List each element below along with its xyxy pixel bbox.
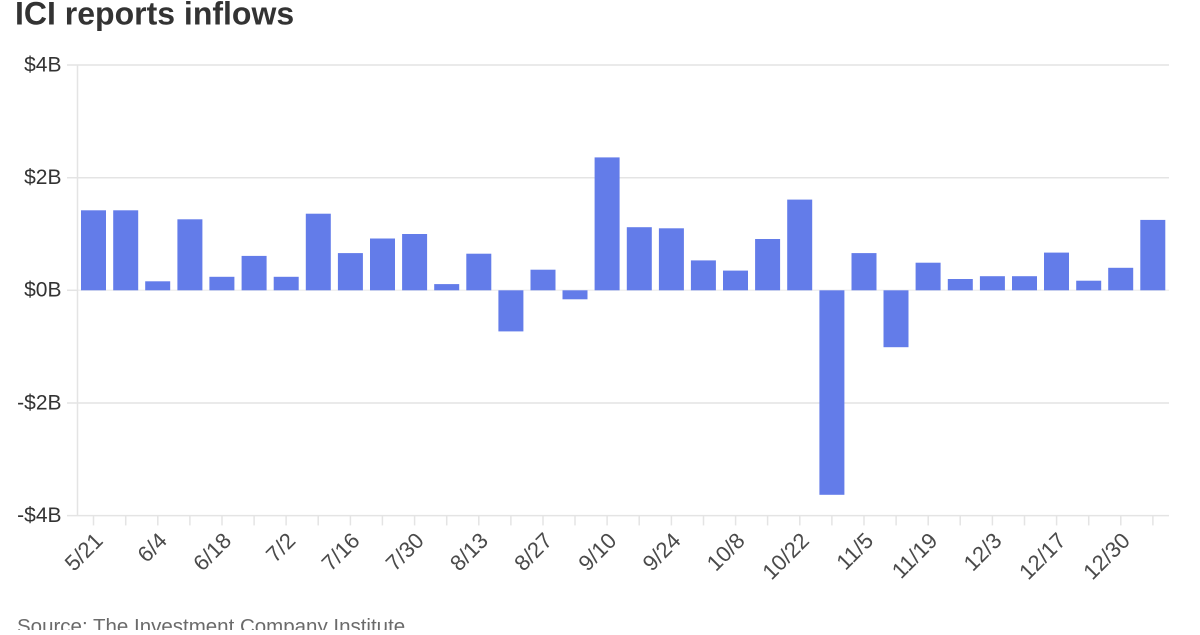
svg-text:ICI reports inflows: ICI reports inflows	[15, 0, 294, 32]
svg-text:-$2B: -$2B	[17, 391, 61, 414]
svg-text:-$4B: -$4B	[17, 504, 61, 527]
svg-text:Source: The Investment Company: Source: The Investment Company Institute	[17, 615, 405, 630]
svg-text:$2B: $2B	[24, 166, 61, 189]
svg-text:$0B: $0B	[24, 279, 61, 302]
svg-text:$4B: $4B	[24, 53, 61, 76]
